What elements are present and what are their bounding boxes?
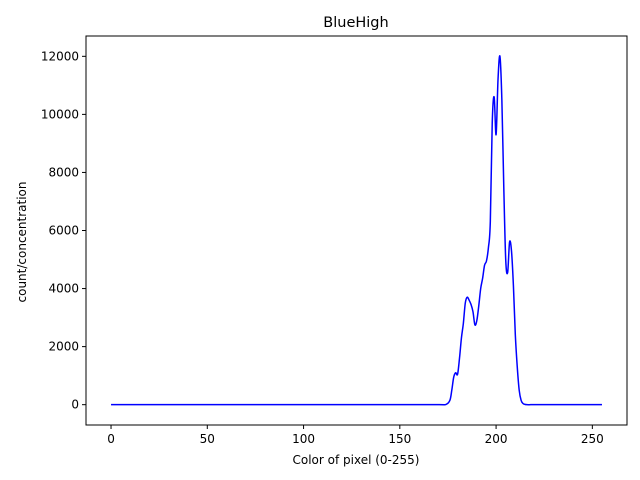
x-tick-label: 150 (388, 432, 411, 446)
series-line (111, 55, 602, 406)
x-axis-label: Color of pixel (0-255) (293, 453, 420, 467)
chart-title: BlueHigh (323, 15, 388, 31)
y-tick-label: 8000 (48, 165, 79, 179)
y-tick-label: 0 (71, 398, 79, 412)
axes-frame (85, 35, 628, 426)
y-axis-label: count/concentration (15, 181, 29, 302)
x-tick-label: 50 (200, 432, 215, 446)
y-tick-label: 4000 (48, 282, 79, 296)
y-tick-label: 2000 (48, 340, 79, 354)
x-tick-label: 100 (292, 432, 315, 446)
x-tick-label: 0 (107, 432, 115, 446)
x-tick-label: 200 (485, 432, 508, 446)
plot-area (111, 55, 602, 406)
y-tick-label: 12000 (41, 49, 79, 63)
y-tick-label: 10000 (41, 107, 79, 121)
y-tick-label: 6000 (48, 224, 79, 238)
axis-ticks: 0 50 100 150 200 250 0 2000 4000 6000 8000 10000 120… (41, 49, 604, 446)
x-tick-label: 250 (581, 432, 604, 446)
